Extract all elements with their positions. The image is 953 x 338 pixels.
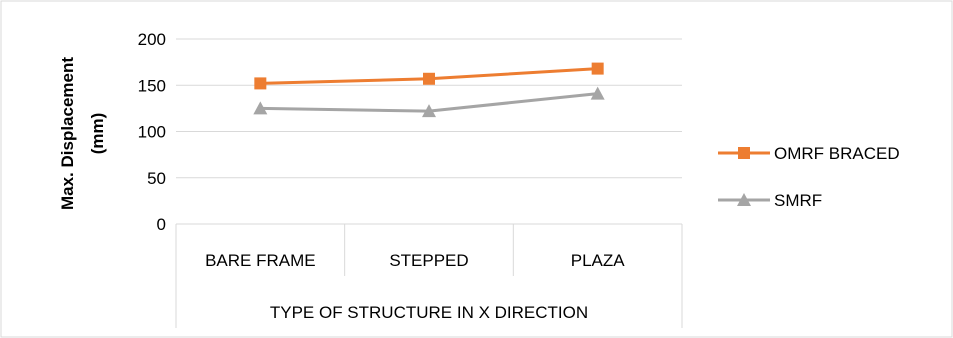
- data-point: [591, 62, 604, 75]
- data-point: [423, 72, 435, 85]
- legend-marker: [737, 193, 751, 206]
- y-tick-label: 50: [147, 169, 166, 188]
- series-layer: [253, 62, 605, 118]
- y-axis-title-line: (mm): [88, 113, 107, 155]
- data-point: [254, 77, 267, 90]
- y-tick-label: 150: [138, 76, 166, 95]
- y-tick-label: 0: [157, 215, 166, 234]
- x-tick-label: BARE FRAME: [205, 251, 316, 270]
- y-tick-label: 200: [138, 30, 166, 49]
- x-tick-label: STEPPED: [389, 251, 468, 270]
- x-axis: BARE FRAME STEPPED PLAZA TYPE OF STRUCTURE …: [175, 224, 683, 328]
- data-point: [253, 101, 268, 115]
- y-axis-title-line: Max. Displacement: [58, 57, 77, 210]
- data-point: [422, 104, 436, 118]
- legend-marker: [738, 147, 750, 159]
- x-tick-label: PLAZA: [571, 251, 626, 270]
- legend: OMRF BRACED SMRF: [718, 144, 900, 210]
- y-tick-label: 100: [138, 123, 166, 142]
- data-point: [590, 86, 605, 100]
- y-axis-title: Max. Displacement (mm): [58, 57, 107, 210]
- legend-label: SMRF: [774, 191, 822, 210]
- legend-label: OMRF BRACED: [774, 144, 900, 163]
- y-tick-labels: 0 50 100 150 200: [138, 30, 166, 234]
- x-axis-title: TYPE OF STRUCTURE IN X DIRECTION: [270, 303, 588, 322]
